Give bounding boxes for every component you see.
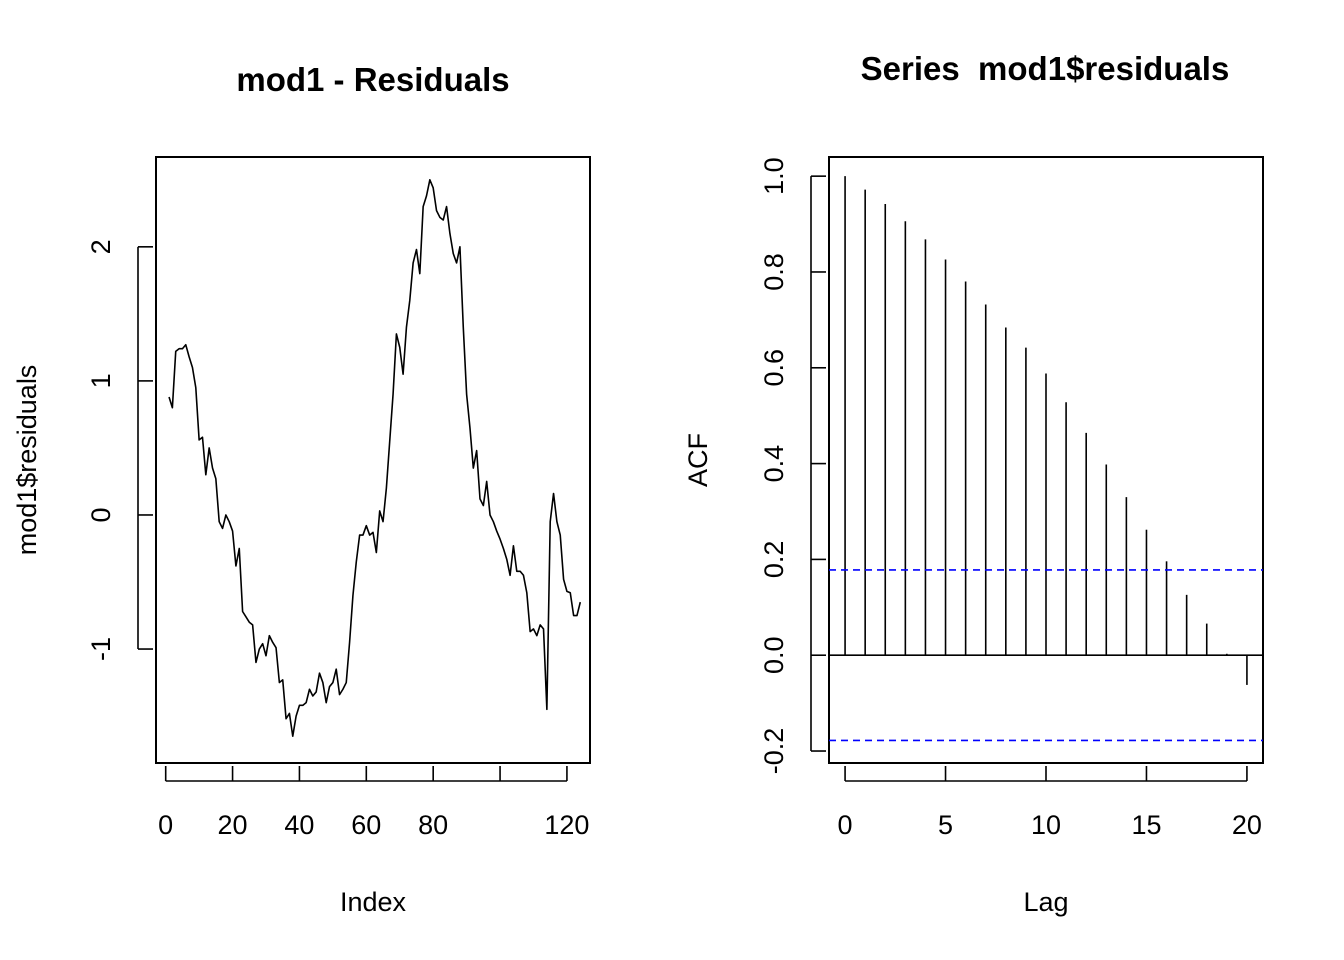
residuals-plot-box — [155, 156, 591, 764]
residuals-y-tick-label: -1 — [86, 637, 116, 661]
residuals-x-axis: 0 20 40 60 80 120 — [158, 766, 589, 840]
acf-y-axis-label: ACF — [683, 433, 713, 487]
acf-plot: Series mod1$residuals Lag ACF 0 5 10 15 20 -… — [683, 50, 1264, 917]
residuals-x-axis-label: Index — [340, 887, 407, 917]
acf-y-tick-label: 0.4 — [759, 445, 789, 483]
acf-plot-title: Series mod1$residuals — [861, 50, 1230, 87]
residuals-y-axis-label: mod1$residuals — [12, 365, 42, 556]
residuals-x-tick-label: 80 — [418, 810, 448, 840]
acf-y-axis: -0.2 0.0 0.2 0.4 0.6 0.8 1.0 — [759, 157, 826, 774]
residuals-x-tick-label: 0 — [158, 810, 173, 840]
acf-y-tick-label: -0.2 — [759, 728, 789, 775]
residuals-plot: mod1 - Residuals Index mod1$residuals 0 2… — [12, 61, 591, 917]
acf-y-tick-label: 0.8 — [759, 253, 789, 291]
residuals-x-tick-label: 60 — [351, 810, 381, 840]
acf-plot-box — [828, 156, 1264, 764]
residuals-series-line — [168, 178, 582, 737]
acf-x-axis-label: Lag — [1023, 887, 1068, 917]
residuals-x-tick-label: 40 — [284, 810, 314, 840]
residuals-y-tick-label: 2 — [86, 239, 116, 254]
acf-x-tick-label: 10 — [1031, 810, 1061, 840]
acf-y-tick-label: 0.0 — [759, 636, 789, 674]
acf-x-tick-label: 15 — [1131, 810, 1161, 840]
acf-y-tick-label: 1.0 — [759, 157, 789, 195]
acf-x-tick-label: 20 — [1232, 810, 1262, 840]
acf-y-tick-label: 0.6 — [759, 349, 789, 387]
residuals-x-tick-label: 20 — [218, 810, 248, 840]
acf-bars — [844, 176, 1248, 685]
residuals-y-axis: -1 0 1 2 — [86, 239, 153, 661]
acf-y-tick-label: 0.2 — [759, 541, 789, 579]
residuals-x-tick-label: 120 — [544, 810, 589, 840]
acf-x-axis: 0 5 10 15 20 — [838, 766, 1262, 840]
residuals-y-tick-label: 1 — [86, 373, 116, 388]
residuals-y-tick-label: 0 — [86, 507, 116, 522]
acf-x-tick-label: 0 — [838, 810, 853, 840]
residuals-plot-title: mod1 - Residuals — [236, 61, 509, 98]
acf-x-tick-label: 5 — [938, 810, 953, 840]
